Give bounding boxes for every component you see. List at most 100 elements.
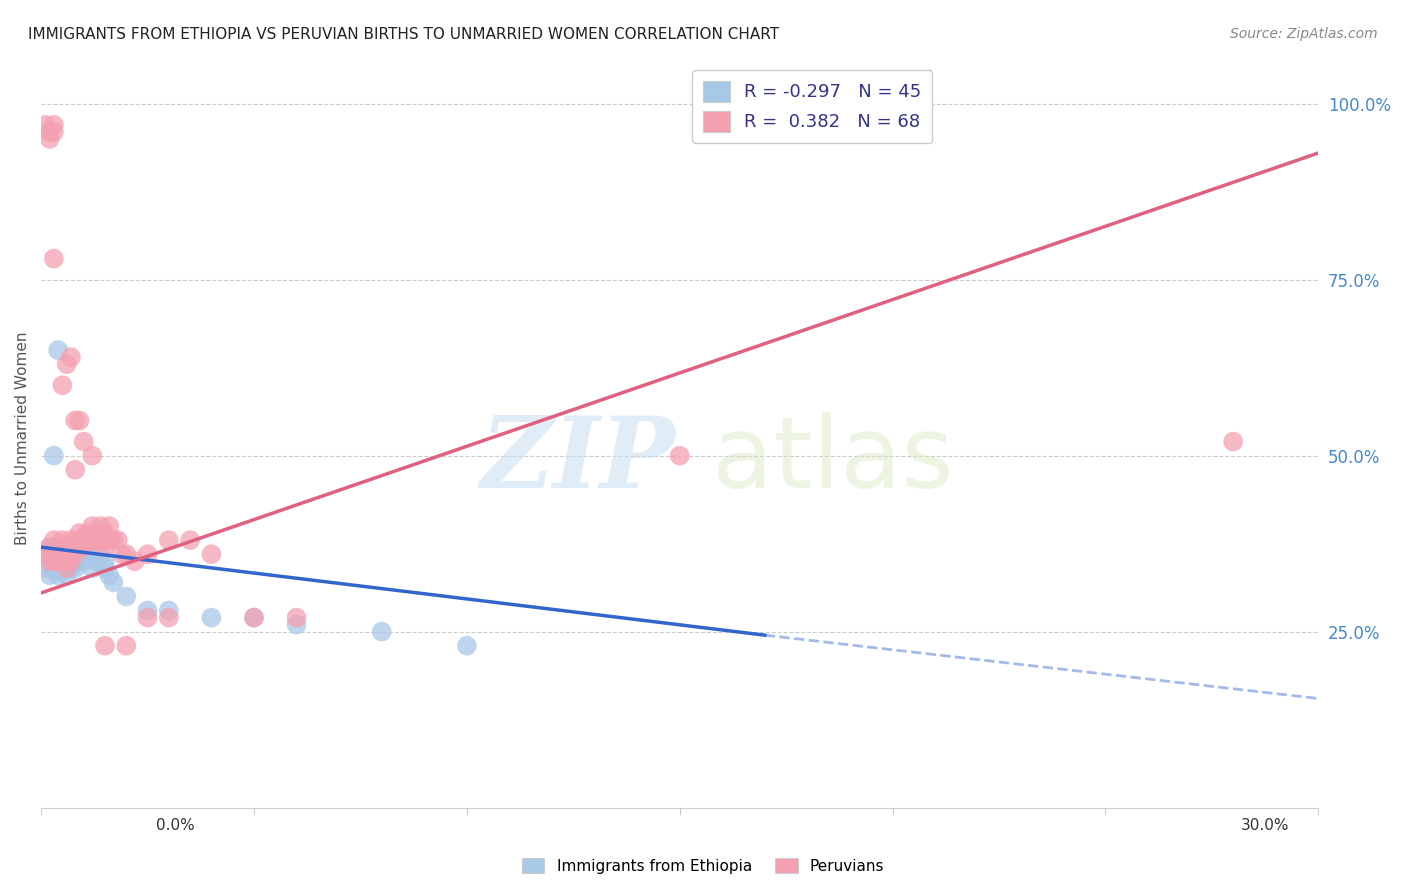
Point — [55, 547, 77, 561]
Point — [67, 526, 90, 541]
Point — [124, 554, 146, 568]
Point — [63, 540, 86, 554]
Point — [285, 610, 308, 624]
Point — [179, 533, 201, 548]
Point — [51, 554, 73, 568]
Point — [115, 590, 138, 604]
Point — [90, 547, 112, 561]
Point — [42, 125, 65, 139]
Point — [103, 533, 125, 548]
Point — [668, 449, 690, 463]
Point — [200, 547, 222, 561]
Point — [38, 540, 60, 554]
Point — [46, 554, 69, 568]
Point — [67, 554, 90, 568]
Point — [157, 610, 180, 624]
Point — [59, 547, 82, 561]
Point — [456, 639, 478, 653]
Text: IMMIGRANTS FROM ETHIOPIA VS PERUVIAN BIRTHS TO UNMARRIED WOMEN CORRELATION CHART: IMMIGRANTS FROM ETHIOPIA VS PERUVIAN BIR… — [28, 27, 779, 42]
Point — [90, 519, 112, 533]
Point — [90, 533, 112, 548]
Text: 0.0%: 0.0% — [156, 818, 195, 832]
Point — [51, 378, 73, 392]
Point — [157, 533, 180, 548]
Point — [34, 118, 56, 132]
Point — [86, 533, 108, 548]
Point — [73, 540, 96, 554]
Point — [77, 526, 100, 541]
Point — [77, 547, 100, 561]
Point — [59, 533, 82, 548]
Point — [67, 533, 90, 548]
Point — [42, 554, 65, 568]
Point — [42, 252, 65, 266]
Point — [157, 603, 180, 617]
Legend: R = -0.297   N = 45, R =  0.382   N = 68: R = -0.297 N = 45, R = 0.382 N = 68 — [692, 70, 932, 143]
Point — [63, 554, 86, 568]
Point — [136, 603, 159, 617]
Point — [34, 547, 56, 561]
Point — [82, 519, 104, 533]
Point — [73, 533, 96, 548]
Point — [63, 413, 86, 427]
Point — [243, 610, 266, 624]
Point — [55, 540, 77, 554]
Point — [94, 540, 117, 554]
Point — [51, 554, 73, 568]
Point — [55, 554, 77, 568]
Point — [103, 575, 125, 590]
Point — [98, 533, 121, 548]
Point — [82, 533, 104, 548]
Point — [51, 547, 73, 561]
Text: atlas: atlas — [713, 412, 953, 508]
Point — [42, 449, 65, 463]
Point — [94, 561, 117, 575]
Point — [98, 568, 121, 582]
Point — [73, 434, 96, 449]
Point — [51, 547, 73, 561]
Point — [59, 350, 82, 364]
Point — [42, 547, 65, 561]
Point — [370, 624, 392, 639]
Point — [82, 449, 104, 463]
Point — [67, 540, 90, 554]
Point — [59, 554, 82, 568]
Point — [77, 533, 100, 548]
Point — [94, 554, 117, 568]
Point — [136, 610, 159, 624]
Point — [63, 547, 86, 561]
Point — [86, 526, 108, 541]
Text: ZIP: ZIP — [479, 412, 675, 508]
Point — [59, 547, 82, 561]
Point — [136, 547, 159, 561]
Point — [82, 561, 104, 575]
Point — [46, 547, 69, 561]
Point — [38, 554, 60, 568]
Point — [285, 617, 308, 632]
Point — [98, 519, 121, 533]
Point — [63, 561, 86, 575]
Point — [38, 554, 60, 568]
Point — [46, 547, 69, 561]
Point — [63, 547, 86, 561]
Point — [42, 118, 65, 132]
Point — [73, 547, 96, 561]
Point — [42, 554, 65, 568]
Point — [51, 561, 73, 575]
Point — [107, 533, 129, 548]
Point — [46, 343, 69, 357]
Point — [115, 547, 138, 561]
Point — [38, 125, 60, 139]
Point — [42, 561, 65, 575]
Point — [55, 568, 77, 582]
Point — [63, 463, 86, 477]
Point — [94, 526, 117, 541]
Point — [46, 568, 69, 582]
Point — [34, 561, 56, 575]
Point — [46, 554, 69, 568]
Point — [200, 610, 222, 624]
Point — [55, 357, 77, 371]
Text: Source: ZipAtlas.com: Source: ZipAtlas.com — [1230, 27, 1378, 41]
Point — [59, 561, 82, 575]
Point — [1222, 434, 1244, 449]
